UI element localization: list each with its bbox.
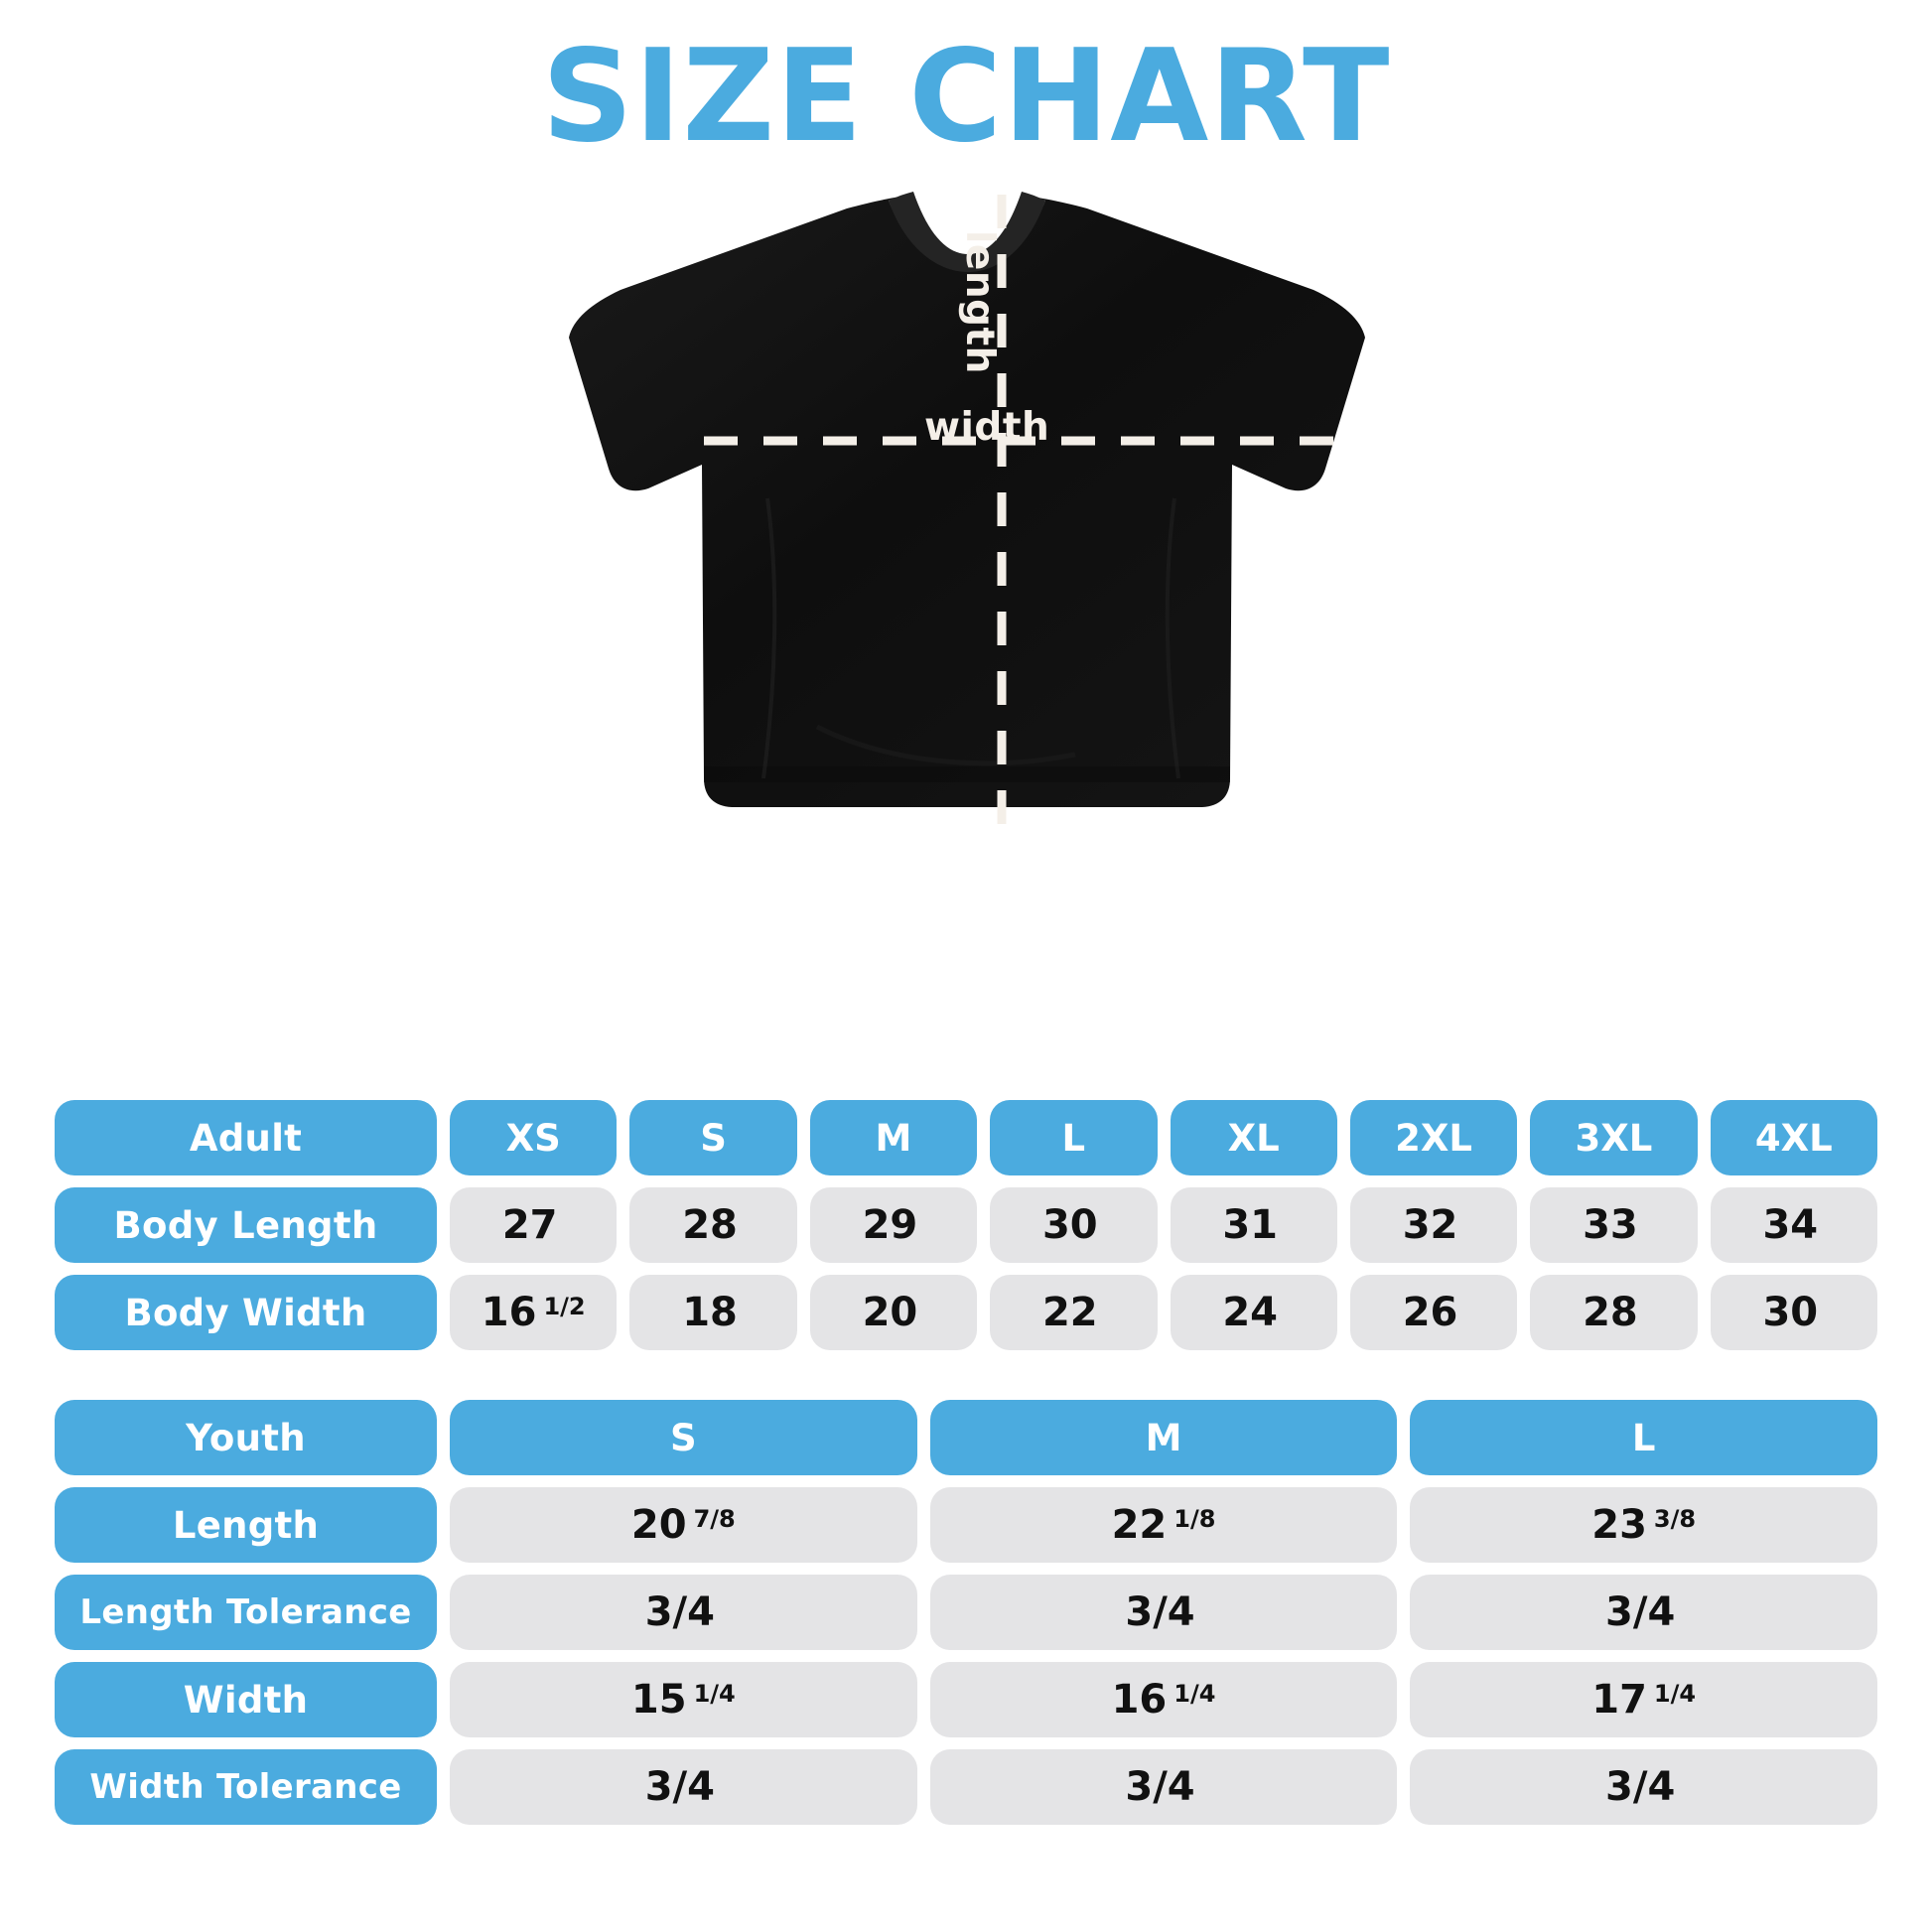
table-cell: 20	[809, 1275, 978, 1350]
cell-value: 29	[862, 1202, 918, 1248]
cell-fraction: 1/8	[1173, 1505, 1216, 1533]
cell-value: 26	[1402, 1290, 1458, 1335]
cell-fraction: 1/4	[1173, 1680, 1216, 1708]
youth-section-label: Youth	[55, 1400, 437, 1475]
cell-fraction: 7/8	[693, 1505, 736, 1533]
cell-value: 16	[1111, 1677, 1168, 1723]
cell-value: 22	[1111, 1502, 1168, 1548]
row-label-length: Length	[55, 1487, 437, 1563]
youth-header-row: Youth S M L	[55, 1400, 1878, 1475]
adult-size-xl[interactable]: XL	[1170, 1100, 1337, 1175]
cell-value: 22	[1041, 1290, 1098, 1335]
adult-section-label: Adult	[55, 1100, 437, 1175]
table-cell: 18	[629, 1275, 797, 1350]
row-label-width: Width	[55, 1662, 437, 1737]
page-title: SIZE CHART	[541, 23, 1391, 171]
table-cell: 20 7/8	[450, 1487, 917, 1563]
table-cell: 3/4	[929, 1575, 1398, 1650]
table-cell: 29	[809, 1187, 978, 1263]
tshirt-diagram: width length	[0, 171, 1932, 866]
adult-size-s[interactable]: S	[629, 1100, 797, 1175]
length-label: length	[957, 230, 1002, 374]
adult-size-m[interactable]: M	[809, 1100, 978, 1175]
table-cell: 28	[1530, 1275, 1698, 1350]
table-cell: 31	[1170, 1187, 1337, 1263]
table-cell: 22 1/8	[929, 1487, 1398, 1563]
table-cell: 28	[629, 1187, 797, 1263]
table-cell: 32	[1349, 1187, 1518, 1263]
cell-value: 33	[1583, 1202, 1638, 1248]
table-cell: 33	[1530, 1187, 1698, 1263]
cell-value: 32	[1402, 1202, 1458, 1248]
cell-value: 16	[481, 1290, 537, 1335]
cell-value: 17	[1591, 1677, 1647, 1723]
table-cell: 26	[1349, 1275, 1518, 1350]
cell-value: 3/4	[644, 1589, 715, 1635]
youth-length-tolerance-row: Length Tolerance 3/4 3/4 3/4	[55, 1575, 1878, 1650]
table-cell: 24	[1170, 1275, 1337, 1350]
table-cell: 27	[450, 1187, 618, 1263]
table-cell: 17 1/4	[1410, 1662, 1878, 1737]
cell-fraction: 1/2	[543, 1293, 586, 1320]
table-cell: 15 1/4	[450, 1662, 917, 1737]
tshirt-illustration	[569, 187, 1365, 846]
adult-size-2xl[interactable]: 2XL	[1349, 1100, 1518, 1175]
cell-value: 20	[862, 1290, 918, 1335]
cell-value: 20	[630, 1502, 687, 1548]
adult-body-length-row: Body Length 27 28 29 30 31 32 33 34	[55, 1187, 1877, 1263]
table-cell: 30	[990, 1187, 1158, 1263]
table-cell: 3/4	[1410, 1575, 1878, 1650]
section-divider	[55, 1362, 1877, 1400]
table-cell: 23 3/8	[1410, 1487, 1878, 1563]
adult-size-l[interactable]: L	[990, 1100, 1158, 1175]
cell-value: 3/4	[644, 1764, 715, 1810]
cell-value: 27	[501, 1202, 558, 1248]
cell-fraction: 3/8	[1653, 1505, 1697, 1533]
cell-value: 34	[1762, 1202, 1819, 1248]
adult-size-xs[interactable]: XS	[450, 1100, 618, 1175]
row-label-body-width: Body Width	[55, 1275, 437, 1350]
row-label-body-length: Body Length	[55, 1187, 437, 1263]
adult-size-4xl[interactable]: 4XL	[1710, 1100, 1877, 1175]
cell-value: 18	[682, 1290, 738, 1335]
cell-value: 3/4	[1125, 1764, 1195, 1810]
youth-size-s[interactable]: S	[450, 1400, 917, 1475]
row-label-width-tolerance: Width Tolerance	[55, 1749, 437, 1825]
cell-value: 3/4	[1125, 1589, 1195, 1635]
cell-fraction: 1/4	[1653, 1680, 1697, 1708]
table-cell: 3/4	[450, 1749, 917, 1825]
table-cell: 22	[990, 1275, 1158, 1350]
table-cell: 3/4	[929, 1749, 1398, 1825]
cell-value: 30	[1041, 1202, 1098, 1248]
row-label-length-tolerance: Length Tolerance	[55, 1575, 437, 1650]
table-cell: 3/4	[1410, 1749, 1878, 1825]
table-cell: 34	[1710, 1187, 1877, 1263]
adult-body-width-row: Body Width 16 1/2 18 20 22 24 26 28 30	[55, 1275, 1877, 1350]
adult-header-row: Adult XS S M L XL 2XL 3XL 4XL	[55, 1100, 1877, 1175]
cell-value: 3/4	[1605, 1764, 1676, 1810]
table-cell: 30	[1710, 1275, 1877, 1350]
cell-value: 28	[1583, 1290, 1638, 1335]
table-cell: 3/4	[450, 1575, 917, 1650]
table-cell: 16 1/4	[929, 1662, 1398, 1737]
cell-value: 15	[630, 1677, 687, 1723]
table-cell: 16 1/2	[450, 1275, 618, 1350]
size-tables: Adult XS S M L XL 2XL 3XL 4XL Body Lengt…	[55, 1100, 1878, 1837]
cell-value: 24	[1222, 1290, 1279, 1335]
cell-fraction: 1/4	[693, 1680, 736, 1708]
cell-value: 3/4	[1605, 1589, 1676, 1635]
youth-length-row: Length 20 7/8 22 1/8 23 3/8	[55, 1487, 1878, 1563]
cell-value: 23	[1591, 1502, 1647, 1548]
youth-width-tolerance-row: Width Tolerance 3/4 3/4 3/4	[55, 1749, 1878, 1825]
youth-size-m[interactable]: M	[929, 1400, 1398, 1475]
adult-size-3xl[interactable]: 3XL	[1530, 1100, 1698, 1175]
youth-width-row: Width 15 1/4 16 1/4 17 1/4	[55, 1662, 1878, 1737]
cell-value: 30	[1762, 1290, 1819, 1335]
width-label: width	[924, 405, 1050, 450]
cell-value: 28	[682, 1202, 738, 1248]
cell-value: 31	[1222, 1202, 1279, 1248]
youth-size-l[interactable]: L	[1410, 1400, 1878, 1475]
